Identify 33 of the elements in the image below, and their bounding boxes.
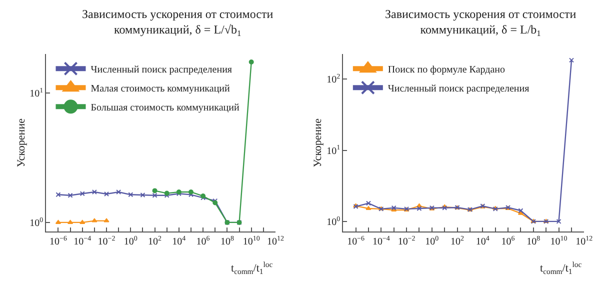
x-tick-label: 10$^{0}$ xyxy=(425,234,440,248)
x-tick-label: 10$^{10}$ xyxy=(550,234,568,248)
x-tick-label: 10$^{0}$ xyxy=(124,234,138,248)
legend-label: Малая стоимость коммуникаций xyxy=(90,84,231,95)
legend-label: Численный поиск распределения xyxy=(90,64,232,76)
y-axis-title: Ускорение xyxy=(312,118,324,168)
x-tick-label: 10$^{8}$ xyxy=(220,234,234,248)
x-tick-label: 10$^{2}$ xyxy=(450,234,465,248)
x-tick-label: 10$^{10}$ xyxy=(242,234,260,248)
x-tick-label: 10$^{−4}$ xyxy=(74,234,92,248)
x-tick-label: 10$^{−2}$ xyxy=(98,234,116,248)
x-tick-label: 10$^{8}$ xyxy=(526,234,541,248)
y-tick-label: 10$^{2}$ xyxy=(326,72,341,86)
y-axis-title: Ускорение xyxy=(15,118,28,168)
chart-title: Зависимость ускорения от стоимости коммуникаций, δ = L/b$_{1}$ xyxy=(385,7,577,38)
x-tick-label: 10$^{−6}$ xyxy=(347,234,366,248)
x-tick-label: 10$^{−4}$ xyxy=(372,234,390,248)
x-tick-label: 10$^{4}$ xyxy=(172,234,186,248)
x-tick-label: 10$^{−2}$ xyxy=(398,234,416,248)
legend-label: Большая стоимость коммуникаций xyxy=(90,102,240,114)
legend-label: Поиск по формуле Кардано xyxy=(388,64,506,76)
x-tick-label: 10$^{6}$ xyxy=(196,234,210,248)
y-tick-label: 10$^{1}$ xyxy=(326,144,341,157)
x-tick-label: 10$^{2}$ xyxy=(148,234,162,248)
x-tick-label: 10$^{12}$ xyxy=(266,234,284,248)
y-tick-label: 10$^{1}$ xyxy=(30,86,44,100)
x-tick-label: 10$^{12}$ xyxy=(576,234,594,248)
y-tick-label: 10$^{0}$ xyxy=(326,214,341,228)
x-tick-label: 10$^{−6}$ xyxy=(50,234,68,248)
x-tick-label: 10$^{4}$ xyxy=(476,234,490,248)
legend-label: Численный поиск распределения xyxy=(388,84,530,95)
chart-title: Зависимость ускорения от стоимости коммуникаций, δ = L/√b$_{1}$ xyxy=(82,7,274,38)
x-tick-label: 10$^{6}$ xyxy=(501,234,516,248)
